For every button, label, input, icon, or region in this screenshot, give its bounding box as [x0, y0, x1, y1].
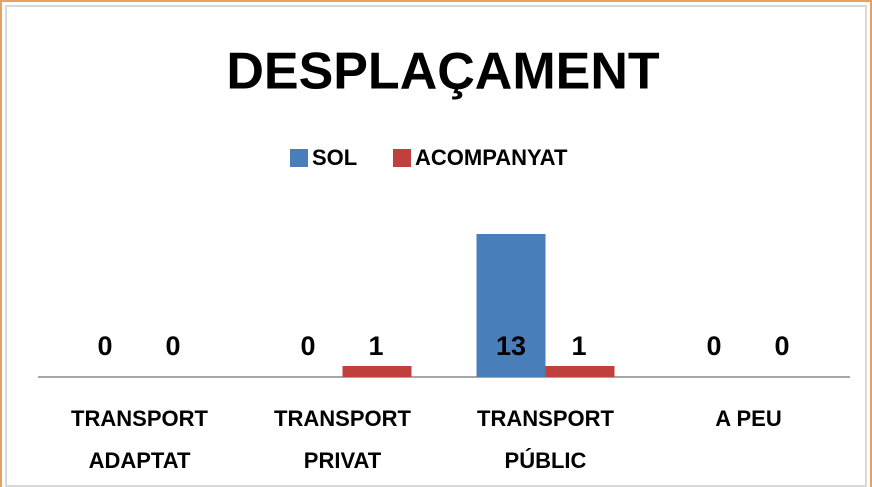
data-label: 0 — [774, 331, 789, 361]
data-label: 0 — [97, 331, 112, 361]
data-label: 0 — [300, 331, 315, 361]
data-label: 1 — [571, 331, 586, 361]
chart-title: DESPLAÇAMENT — [226, 43, 660, 101]
x-tick-label: A PEU — [715, 406, 782, 431]
x-tick-label: TRANSPORT PRIVAT — [274, 406, 411, 473]
data-label: 0 — [165, 331, 180, 361]
inner-frame — [5, 5, 867, 487]
legend-label: ACOMPANYAT — [415, 145, 568, 170]
data-label: 1 — [368, 331, 383, 361]
legend-swatch — [290, 149, 308, 167]
x-tick-label: TRANSPORT ADAPTAT — [71, 406, 208, 473]
x-tick-label: TRANSPORT PÚBLIC — [477, 406, 614, 473]
data-label: 0 — [706, 331, 721, 361]
bar — [545, 366, 615, 377]
bar — [342, 366, 412, 377]
legend-swatch — [393, 149, 411, 167]
legend-label: SOL — [312, 145, 357, 170]
bar — [476, 234, 546, 377]
data-label: 13 — [496, 331, 526, 361]
